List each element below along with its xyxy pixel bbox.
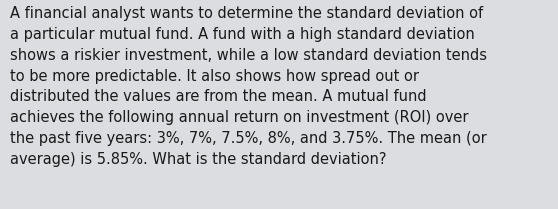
Text: A financial analyst wants to determine the standard deviation of
a particular mu: A financial analyst wants to determine t… [10,6,487,167]
